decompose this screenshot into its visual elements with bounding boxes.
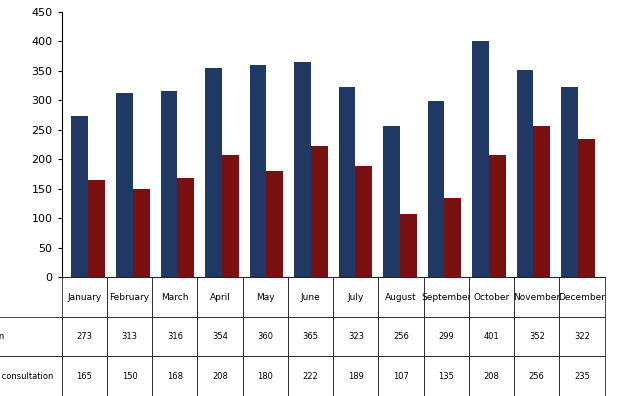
Bar — [205, 69, 222, 277]
Bar — [311, 146, 328, 277]
Bar — [116, 93, 133, 277]
Bar — [428, 101, 444, 277]
Bar — [516, 70, 534, 277]
Bar — [355, 166, 372, 277]
Bar — [222, 154, 239, 277]
Bar — [133, 189, 150, 277]
Bar — [294, 62, 311, 277]
Bar — [534, 126, 550, 277]
Bar — [88, 180, 106, 277]
Bar — [489, 154, 506, 277]
Bar — [400, 214, 417, 277]
Bar — [249, 65, 267, 277]
Bar — [339, 87, 355, 277]
Bar — [178, 178, 194, 277]
Bar — [383, 126, 400, 277]
Bar — [578, 139, 595, 277]
Bar — [472, 41, 489, 277]
Bar — [72, 116, 88, 277]
Bar — [160, 91, 178, 277]
Bar — [267, 171, 283, 277]
Bar — [561, 88, 578, 277]
Bar — [444, 198, 462, 277]
